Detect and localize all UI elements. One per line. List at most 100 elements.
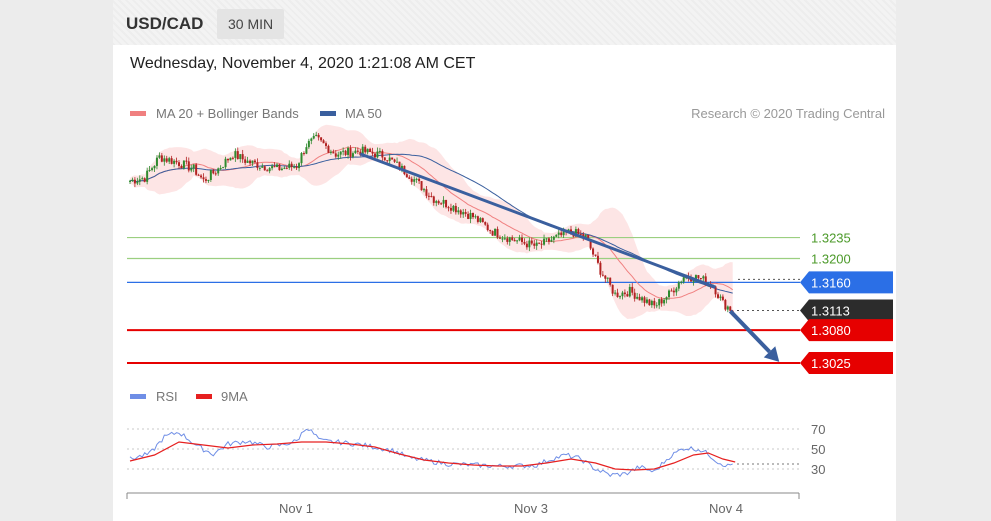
- candle: [175, 157, 178, 165]
- candle-body: [452, 205, 455, 211]
- candle: [420, 181, 423, 191]
- candle: [592, 247, 595, 258]
- candle: [619, 295, 621, 300]
- candle: [393, 158, 396, 164]
- candle-body: [332, 151, 335, 154]
- candle: [364, 144, 367, 154]
- candle-body: [464, 212, 467, 214]
- candle-body: [153, 165, 156, 169]
- candle-body: [469, 213, 472, 219]
- candle-body: [513, 239, 516, 242]
- candle-body: [423, 189, 425, 191]
- candle-body: [614, 292, 617, 294]
- candle: [209, 169, 212, 182]
- candle-body: [295, 166, 298, 169]
- candle: [136, 177, 139, 186]
- candle-body: [660, 299, 663, 304]
- candle: [631, 283, 634, 296]
- candle: [457, 206, 460, 215]
- candle: [503, 234, 506, 241]
- candle-body: [347, 148, 350, 155]
- rsi-line: [129, 428, 733, 478]
- candle-body: [508, 237, 511, 242]
- candle-body: [462, 212, 465, 215]
- candle-body: [160, 155, 163, 162]
- candle-body: [280, 168, 283, 171]
- candle: [349, 145, 352, 161]
- candle-body: [628, 286, 631, 297]
- candle-body: [283, 167, 286, 169]
- candle-body: [714, 286, 717, 295]
- candle-body: [271, 166, 274, 169]
- candle-body: [459, 210, 462, 215]
- candle-body: [244, 159, 247, 163]
- candle: [437, 199, 440, 205]
- candle-body: [178, 162, 180, 166]
- candle: [388, 153, 391, 164]
- rsi-ma-line: [129, 441, 736, 471]
- candle-body: [717, 294, 719, 298]
- candle: [525, 240, 528, 250]
- candle-body: [204, 179, 207, 181]
- candle-body: [310, 138, 313, 141]
- candle: [285, 166, 288, 170]
- candle-body: [476, 216, 479, 222]
- candle-body: [494, 228, 497, 236]
- candle-body: [415, 178, 418, 180]
- candle-body: [173, 160, 176, 164]
- candle: [423, 187, 425, 193]
- candle: [165, 155, 168, 164]
- candle: [660, 297, 663, 307]
- candle: [459, 209, 462, 218]
- price-legend: MA 20 + Bollinger Bands MA 50 Research ©…: [130, 106, 885, 121]
- candle-body: [574, 229, 577, 237]
- candle: [464, 208, 467, 217]
- level-label-1.3113: 1.3113: [811, 303, 850, 318]
- candle-body: [158, 155, 161, 158]
- candle: [410, 176, 413, 185]
- candle: [599, 261, 602, 278]
- candle-body: [638, 296, 641, 301]
- candle: [293, 163, 296, 169]
- candle: [547, 237, 550, 245]
- candle-body: [388, 157, 391, 161]
- timeframe-badge[interactable]: 30 MIN: [217, 9, 285, 39]
- candle: [668, 289, 670, 301]
- candle: [484, 221, 487, 226]
- candle-body: [129, 180, 131, 182]
- candle-body: [219, 167, 222, 169]
- rsi-tick-50: 50: [811, 442, 825, 457]
- candle-body: [131, 179, 134, 181]
- candle: [454, 202, 457, 215]
- candle: [271, 163, 274, 171]
- candle-body: [251, 160, 254, 164]
- candle: [496, 226, 499, 239]
- candle-body: [136, 181, 139, 184]
- candle: [261, 163, 264, 168]
- candle-body: [663, 299, 666, 304]
- candle-body: [523, 241, 526, 244]
- candle-body: [626, 294, 629, 297]
- candle-body: [398, 161, 401, 170]
- candle: [241, 149, 244, 163]
- candle: [182, 160, 185, 170]
- candle-body: [430, 196, 433, 198]
- candle-body: [724, 299, 727, 310]
- candle: [371, 147, 374, 157]
- candle-body: [442, 199, 445, 204]
- candle: [278, 163, 281, 171]
- candle: [266, 168, 269, 172]
- candle-body: [675, 288, 678, 293]
- candle: [491, 230, 494, 236]
- candle: [636, 292, 639, 300]
- candle: [190, 164, 193, 173]
- candle-body: [290, 163, 293, 168]
- candle: [650, 299, 653, 308]
- candle: [383, 157, 386, 161]
- candle: [682, 276, 685, 284]
- ma50-line: [129, 153, 733, 294]
- level-tag-1.3080: [800, 319, 893, 342]
- candle-body: [212, 170, 215, 174]
- candle-body: [489, 230, 492, 232]
